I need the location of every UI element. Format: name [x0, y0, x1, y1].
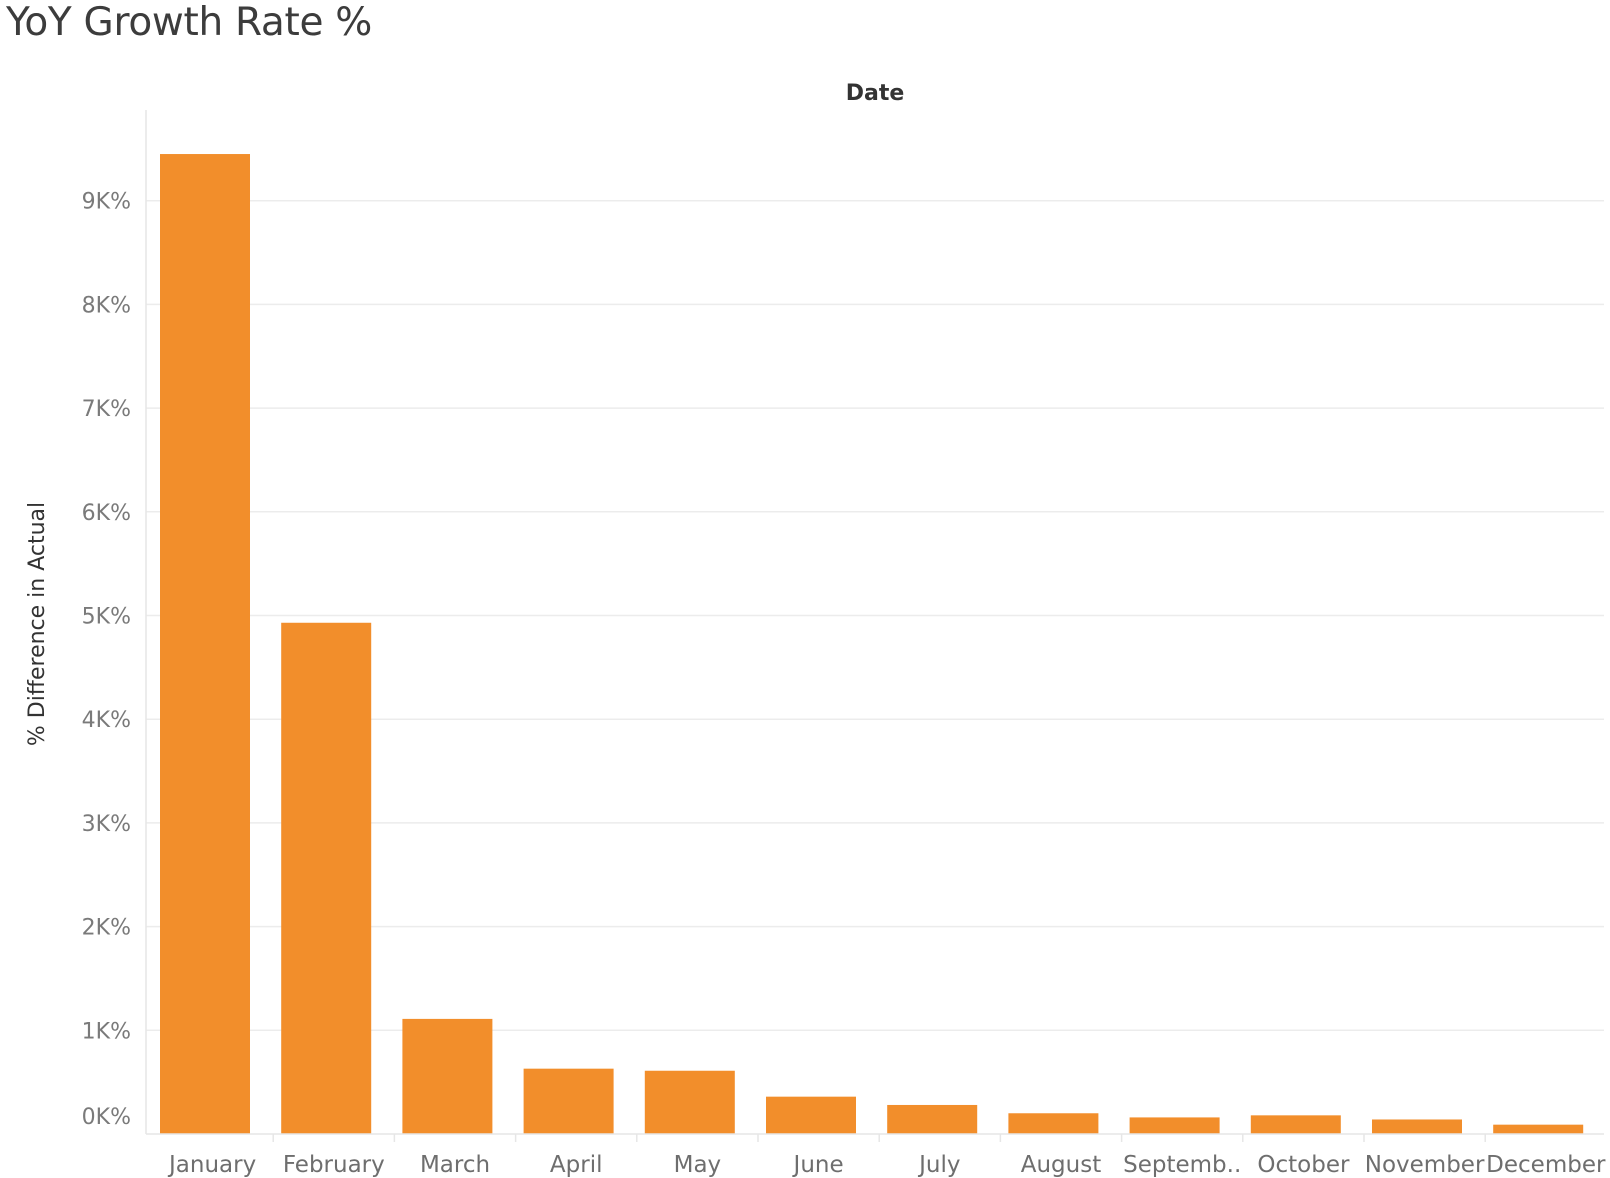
bar — [1008, 1113, 1099, 1134]
x-axis-title: Date — [846, 81, 905, 106]
x-category-label: December — [1486, 1152, 1606, 1178]
bar — [887, 1104, 978, 1134]
y-tick-label: 3K% — [82, 812, 131, 837]
bar — [523, 1068, 614, 1134]
bar — [160, 154, 250, 1134]
y-tick-label: 1K% — [82, 1019, 131, 1044]
bar — [766, 1096, 856, 1134]
gridlines — [146, 199, 1604, 1032]
bar — [1250, 1115, 1341, 1134]
y-tick-label: 2K% — [82, 916, 131, 941]
y-axis-ticks: 0K% 1K% 2K% 3K% 4K% 5K% 6K% 7K% 8K% 9K% — [82, 190, 131, 1130]
x-category-label: March — [420, 1152, 490, 1178]
y-tick-label: 0K% — [82, 1105, 131, 1130]
bar — [644, 1070, 735, 1134]
y-tick-label: 9K% — [82, 190, 131, 215]
y-tick-label: 5K% — [82, 605, 131, 630]
y-tick-label: 4K% — [82, 708, 131, 733]
x-category-label: August — [1021, 1152, 1102, 1178]
x-category-label: November — [1365, 1152, 1485, 1178]
x-axis-categories: January February March April May June July Augu… — [167, 1134, 1606, 1178]
x-category-label: July — [917, 1152, 960, 1178]
y-tick-label: 8K% — [82, 293, 131, 318]
x-category-label: Septemb.. — [1123, 1152, 1241, 1178]
x-category-label: February — [283, 1152, 385, 1178]
x-category-label: April — [550, 1152, 603, 1178]
bar — [402, 1018, 493, 1134]
bar — [1493, 1124, 1584, 1134]
y-tick-label: 7K% — [82, 397, 131, 422]
y-axis-title: % Difference in Actual — [25, 502, 50, 746]
chart-title: YoY Growth Rate % — [6, 0, 373, 45]
x-category-label: June — [792, 1152, 844, 1178]
bars — [160, 154, 1584, 1134]
bar — [1129, 1117, 1220, 1134]
x-category-label: May — [674, 1152, 722, 1178]
y-tick-label: 6K% — [82, 501, 131, 526]
bar — [1372, 1119, 1462, 1134]
x-category-label: October — [1257, 1152, 1350, 1178]
x-category-label: January — [167, 1152, 256, 1178]
bar — [281, 622, 372, 1134]
